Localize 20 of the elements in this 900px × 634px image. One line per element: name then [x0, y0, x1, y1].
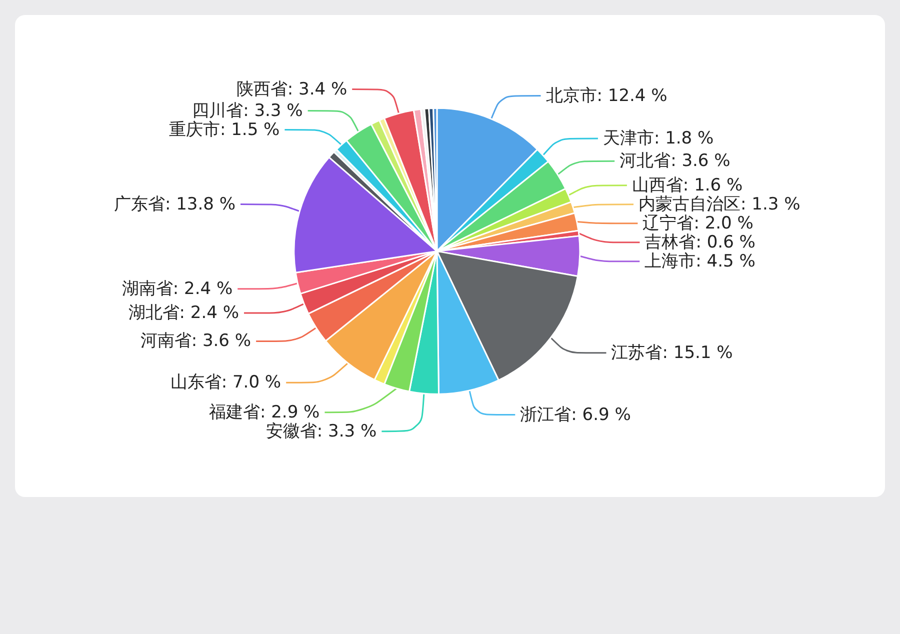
- slice-label: 天津市: 1.8 %: [602, 128, 714, 149]
- slice-label: 重庆市: 1.5 %: [168, 120, 280, 140]
- slice-label: 河北省: 3.6 %: [620, 151, 730, 172]
- slice-label: 安徽省: 3.3 %: [266, 421, 377, 442]
- slice-label: 浙江省: 6.9 %: [520, 404, 631, 425]
- slice-label: 上海市: 4.5 %: [644, 251, 756, 272]
- slice-label: 吉林省: 0.6 %: [644, 232, 756, 252]
- slice-label: 山西省: 1.6 %: [632, 175, 743, 196]
- slice-label: 辽宁省: 2.0 %: [642, 213, 754, 234]
- slice-label: 山东省: 7.0 %: [170, 372, 282, 393]
- slice-label: 福建省: 2.9 %: [208, 402, 320, 422]
- slice-label: 北京市: 12.4 %: [546, 86, 668, 106]
- slice-label: 四川省: 3.3 %: [192, 100, 303, 121]
- slice-label: 湖北省: 2.4 %: [128, 303, 240, 324]
- slice-label: 广东省: 13.8 %: [114, 194, 236, 214]
- slice-label: 河南省: 3.6 %: [140, 331, 252, 352]
- slice-label: 陕西省: 3.4 %: [236, 79, 348, 100]
- slice-label: 江苏省: 15.1 %: [611, 342, 733, 363]
- slice-label: 内蒙古自治区: 1.3 %: [638, 194, 800, 214]
- slice-label: 湖南省: 2.4 %: [122, 278, 233, 299]
